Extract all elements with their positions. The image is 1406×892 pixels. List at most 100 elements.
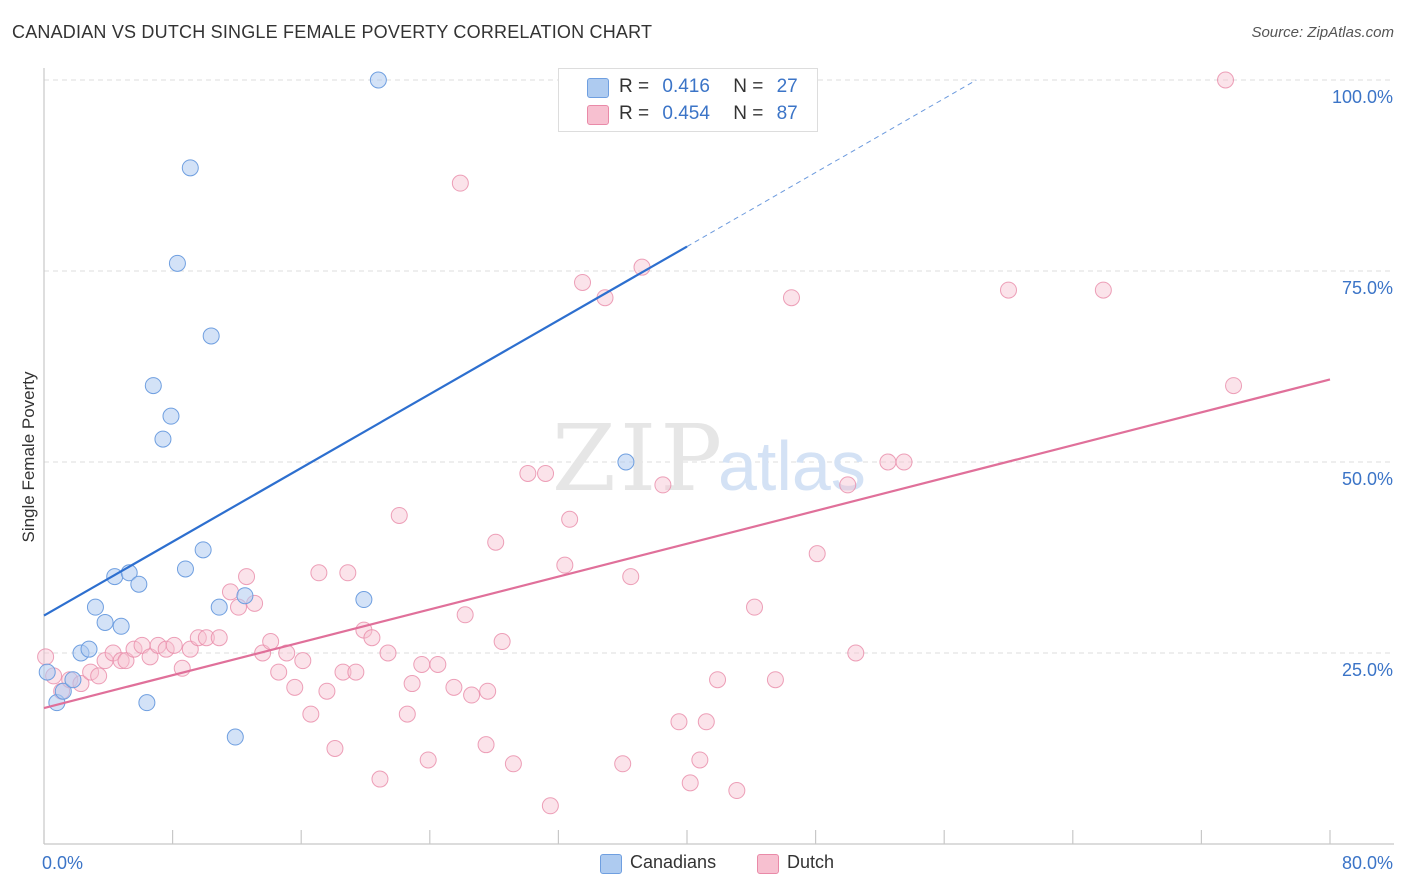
canadians-r-value: 0.416 — [662, 76, 710, 97]
dutch-point — [808, 545, 826, 563]
canadians-point — [194, 541, 212, 559]
dutch-point — [82, 663, 100, 681]
dutch-point — [895, 453, 913, 471]
dutch-point — [709, 671, 727, 689]
dutch-point — [398, 705, 416, 723]
dutch-point — [286, 678, 304, 696]
dutch-r-value: 0.454 — [662, 103, 710, 124]
canadians-point — [86, 598, 104, 616]
canadians-points — [38, 71, 635, 746]
canadians-n-value: 27 — [776, 76, 798, 97]
canadians-point — [138, 694, 156, 712]
dutch-point — [622, 568, 640, 586]
dutch-point — [403, 675, 421, 693]
x-tick-label: 0.0% — [42, 853, 83, 873]
dutch-point — [477, 736, 495, 754]
trend-lines — [43, 79, 1331, 710]
dutch-point — [326, 740, 344, 757]
correlation-legend: R = 0.416 N = 27 R = 0.454 N = 87 — [558, 68, 818, 132]
dutch-point — [302, 705, 320, 723]
dutch-point — [479, 682, 497, 700]
dutch-trend-line — [43, 378, 1331, 710]
dutch-point — [847, 644, 865, 662]
dutch-point — [537, 464, 555, 482]
dutch-point — [270, 663, 288, 681]
dutch-point — [262, 633, 280, 651]
dutch-point — [413, 655, 431, 673]
dutch-point — [654, 476, 672, 494]
dutch-point — [728, 782, 746, 800]
dutch-point — [1000, 281, 1017, 299]
dutch-point — [363, 629, 381, 647]
dutch-point — [310, 564, 328, 582]
canadians-swatch — [587, 78, 609, 98]
dutch-point — [556, 556, 574, 574]
canadians-point — [144, 377, 162, 395]
dutch-point — [681, 774, 699, 792]
canadians-point — [54, 682, 72, 700]
y-tick-label: 75.0% — [1342, 278, 1393, 298]
r-label: R = — [619, 76, 650, 97]
dutch-point — [90, 667, 108, 685]
canadians-point — [38, 663, 56, 681]
dutch-point — [1094, 281, 1112, 299]
dutch-point — [221, 583, 239, 601]
dutch-point — [691, 751, 709, 769]
dutch-point — [614, 755, 632, 773]
canadians-point — [130, 575, 148, 593]
dutch-point — [429, 655, 447, 673]
dutch-point — [746, 598, 764, 616]
y-tick-label: 25.0% — [1342, 660, 1393, 680]
canadians-point — [168, 254, 186, 272]
dutch-point — [125, 640, 143, 658]
source-label: Source: ZipAtlas.com — [1251, 24, 1394, 41]
dutch-point — [574, 273, 592, 291]
canadians-trend-line — [43, 245, 688, 617]
y-tick-label: 50.0% — [1342, 469, 1393, 489]
dutch-point — [1217, 71, 1235, 89]
axes — [43, 68, 1394, 845]
canadians-legend-label: Canadians — [630, 852, 717, 872]
watermark-zip: ZIP — [552, 405, 726, 512]
canadians-point — [210, 598, 228, 616]
watermark-atlas: atlas — [718, 427, 866, 505]
dutch-n-value: 87 — [776, 103, 798, 124]
dutch-point — [347, 663, 365, 681]
dutch-point — [210, 629, 228, 647]
dutch-point — [197, 629, 215, 647]
dutch-point — [37, 648, 55, 666]
dutch-point — [238, 568, 256, 586]
dutch-point — [493, 633, 511, 651]
canadians-point — [112, 617, 130, 635]
dutch-point — [157, 640, 175, 658]
dutch-points — [37, 71, 1243, 815]
dutch-point — [782, 289, 800, 307]
dutch-point — [839, 476, 857, 494]
dutch-point — [504, 755, 522, 773]
tick-labels: 100.0% 75.0% 50.0% 25.0% 0.0% 80.0% — [42, 87, 1393, 873]
dutch-point — [419, 751, 437, 769]
dutch-point — [165, 636, 183, 654]
dutch-point — [390, 506, 408, 524]
dutch-legend-label: Dutch — [787, 852, 835, 872]
dutch-point — [318, 682, 336, 700]
y-tick-label: 100.0% — [1332, 87, 1393, 107]
dutch-point — [463, 686, 481, 704]
dutch-point — [445, 678, 463, 696]
n-label: N = — [733, 103, 764, 124]
canadians-point — [80, 640, 98, 658]
canadians-point — [181, 159, 199, 177]
canadians-point — [355, 591, 373, 609]
dutch-point — [371, 770, 389, 788]
canadians-point — [226, 728, 244, 746]
dutch-point — [334, 663, 352, 681]
n-label: N = — [733, 76, 764, 97]
canadians-point — [154, 430, 172, 448]
dutch-swatch — [587, 105, 609, 125]
watermark: ZIP atlas — [552, 405, 866, 512]
x-tick-label: 80.0% — [1342, 853, 1393, 873]
dutch-point — [487, 533, 505, 551]
canadians-point — [64, 671, 82, 689]
canadians-point — [162, 407, 180, 425]
